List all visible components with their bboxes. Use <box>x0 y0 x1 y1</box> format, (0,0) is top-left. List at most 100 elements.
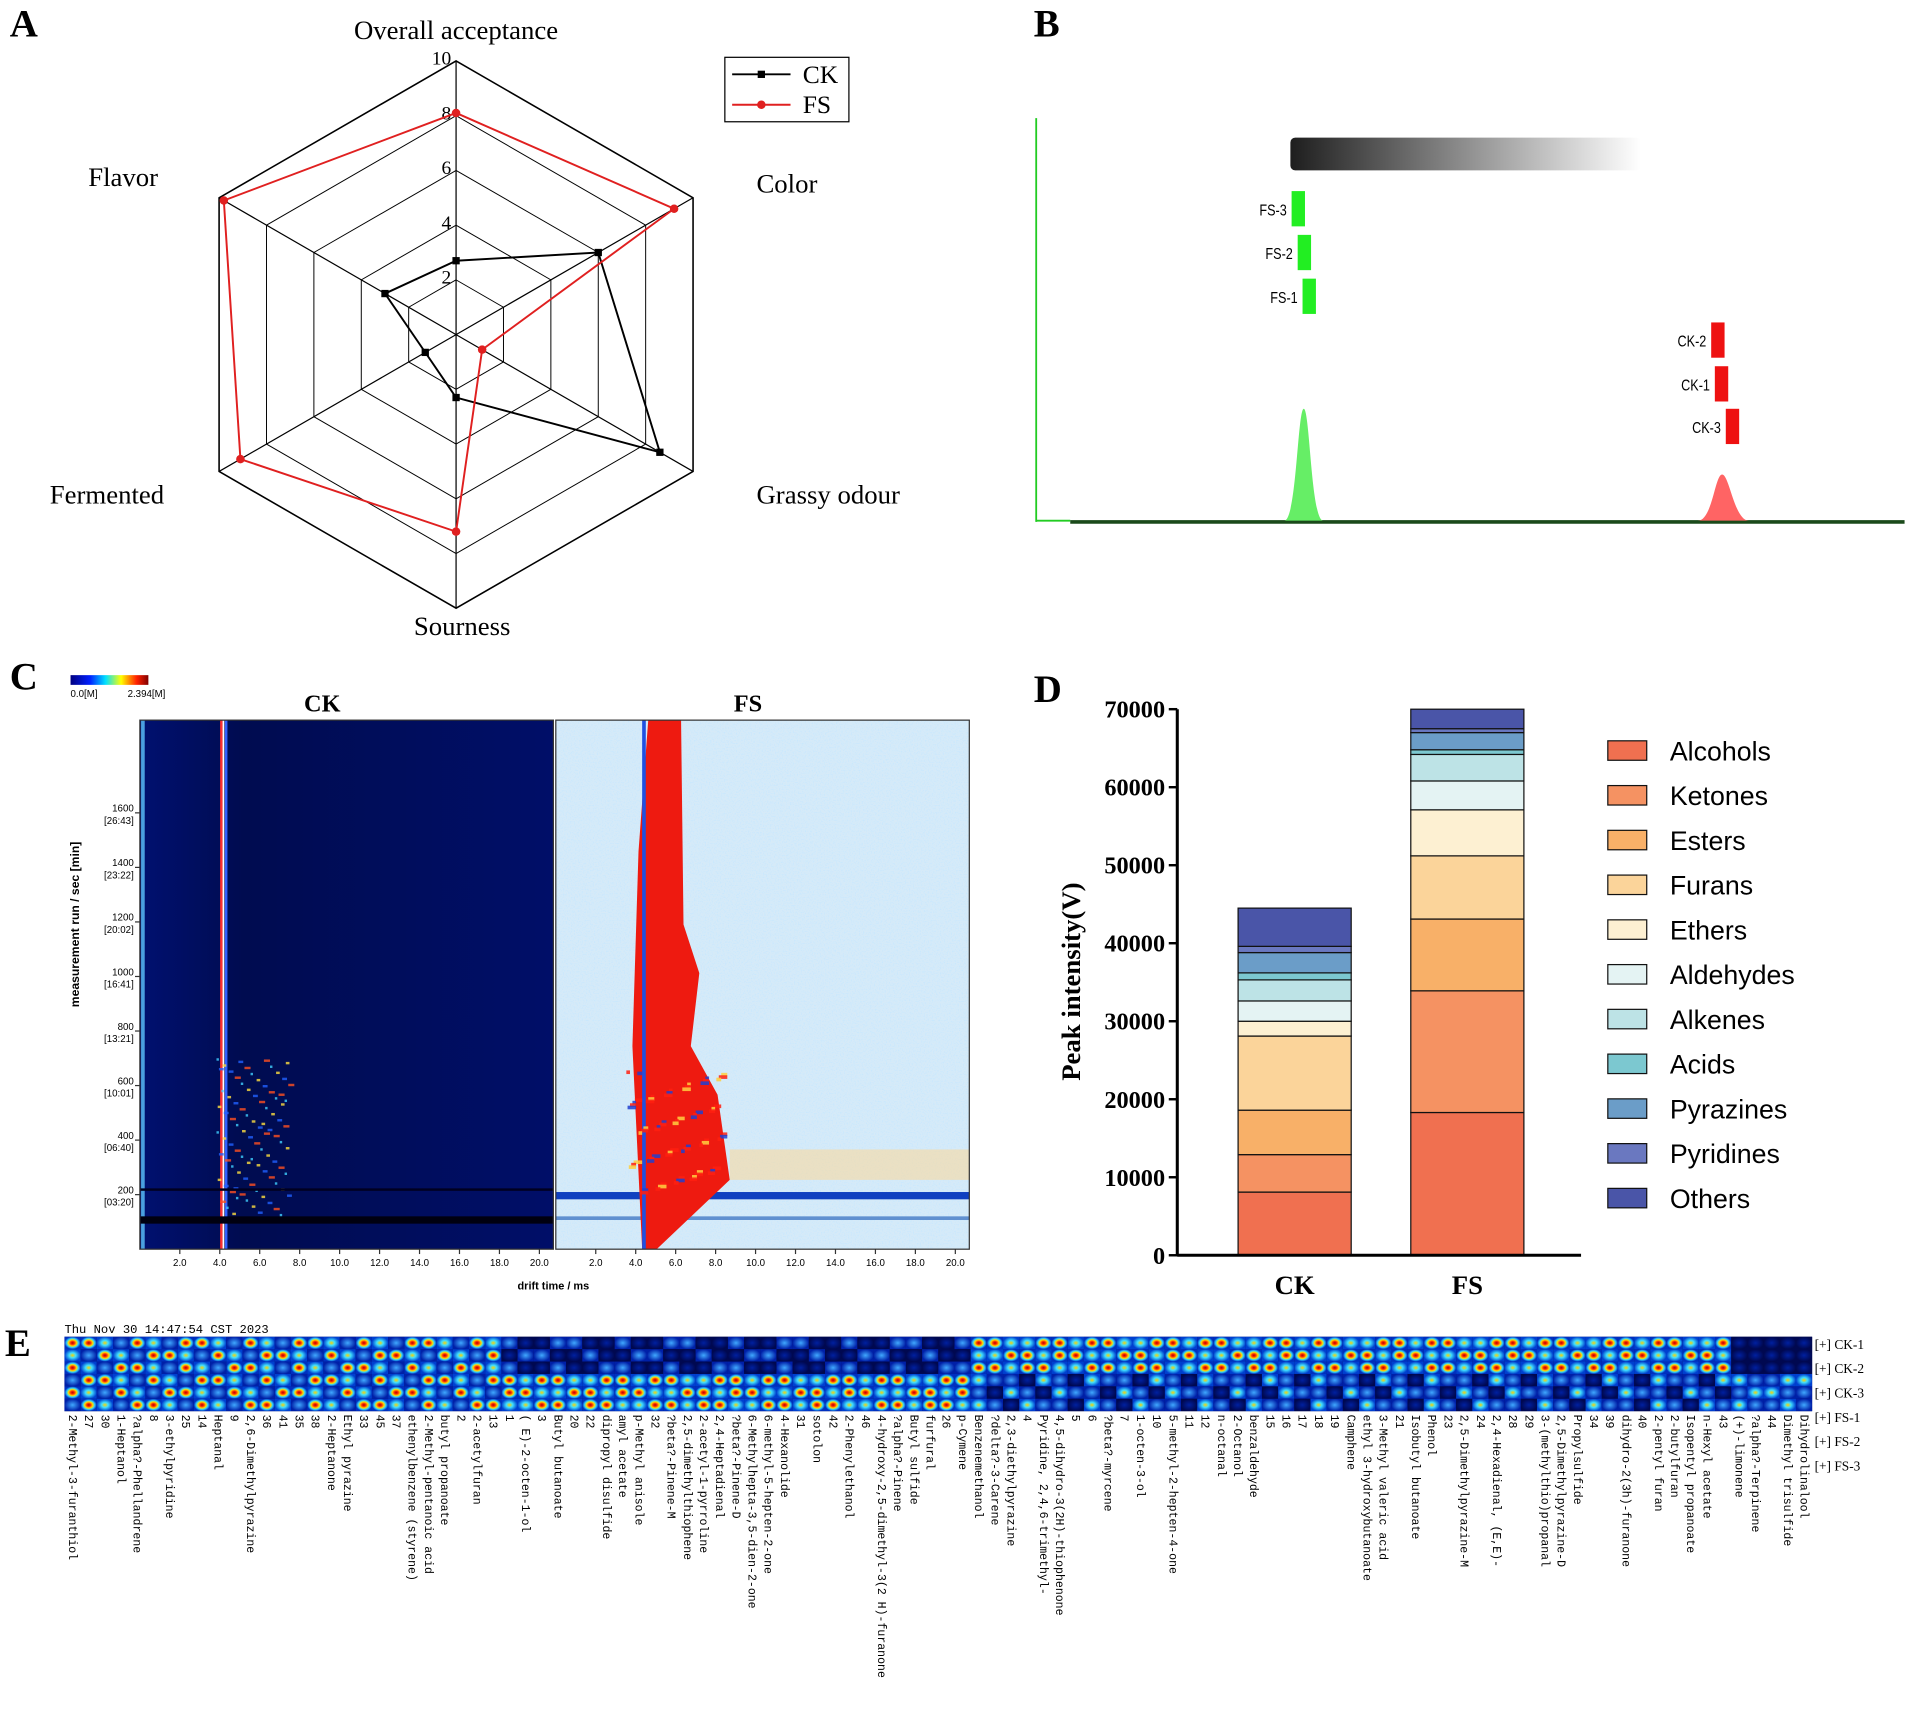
fingerprint-cell <box>452 1386 470 1399</box>
fingerprint-cell <box>1634 1349 1651 1362</box>
speckle <box>676 1178 685 1183</box>
speckle <box>280 1103 285 1106</box>
fingerprint-cell <box>1698 1336 1716 1350</box>
fingerprint-cell <box>857 1336 874 1350</box>
speckle <box>274 1097 278 1100</box>
fingerprint-cell <box>614 1349 631 1362</box>
speckle <box>710 1168 716 1173</box>
fingerprint-cell <box>825 1349 842 1362</box>
fingerprint-cell <box>1278 1398 1295 1412</box>
fingerprint-cell <box>1439 1373 1457 1387</box>
fingerprint-cell <box>1763 1373 1780 1387</box>
fingerprint-cell <box>1423 1361 1440 1374</box>
fingerprint-cell <box>339 1336 356 1350</box>
fingerprint-cell <box>1488 1336 1505 1350</box>
fingerprint-cell <box>1197 1336 1214 1350</box>
fingerprint-cell <box>1504 1398 1521 1412</box>
fingerprint-cell <box>1181 1361 1198 1374</box>
fingerprint-cell <box>986 1349 1004 1362</box>
fingerprint-cell <box>1132 1373 1149 1387</box>
fingerprint-cell <box>274 1361 292 1374</box>
fingerprint-cell <box>485 1361 502 1374</box>
fingerprint-cell <box>1083 1398 1101 1412</box>
fingerprint-cell <box>1472 1373 1489 1387</box>
fingerprint-cell <box>274 1386 292 1399</box>
y-tick-label: 800 <box>118 1022 135 1033</box>
fingerprint-cell <box>1245 1386 1262 1399</box>
fingerprint-cell <box>582 1336 599 1350</box>
fingerprint-cell <box>970 1336 987 1350</box>
speckle <box>226 1206 229 1210</box>
fingerprint-cell <box>113 1349 130 1362</box>
fingerprint-cell <box>1537 1373 1554 1387</box>
fingerprint-cell <box>1261 1349 1279 1362</box>
fingerprint-cell <box>258 1336 275 1350</box>
point <box>452 393 460 402</box>
fingerprint-cell <box>533 1398 550 1412</box>
panel-label: E <box>5 1322 31 1365</box>
fingerprint-cell <box>1261 1398 1279 1412</box>
fingerprint-cell <box>986 1361 1004 1374</box>
sample-label: CK-3 <box>1692 420 1721 438</box>
fingerprint-cell <box>1795 1398 1813 1412</box>
bar-segment <box>1410 855 1525 920</box>
y-tick-label: 1200 <box>112 913 134 924</box>
speckle <box>631 1162 637 1167</box>
speckle <box>690 1115 697 1120</box>
fingerprint-cell <box>1585 1336 1602 1350</box>
y-tick-time: [03:20] <box>104 1198 134 1209</box>
speckle <box>232 1212 236 1216</box>
speckle <box>218 1067 224 1071</box>
streak <box>224 720 228 1250</box>
column-label: ?delta?-3-Carene <box>987 1415 1000 1526</box>
y-tick-time: [16:41] <box>104 979 134 990</box>
speckle <box>218 1153 224 1156</box>
fingerprint-cell <box>1569 1336 1586 1350</box>
fingerprint-cell <box>1213 1361 1230 1374</box>
fingerprint-cell <box>1423 1373 1440 1387</box>
fingerprint-cell <box>922 1373 939 1387</box>
x-tick-label: 12.0 <box>786 1258 806 1269</box>
fingerprint-cell <box>1229 1398 1246 1412</box>
column-label: 27 <box>81 1415 94 1429</box>
fingerprint-cell <box>1359 1386 1376 1399</box>
fingerprint-cell <box>452 1349 470 1362</box>
column-label: 9 <box>227 1415 240 1422</box>
speckle <box>277 1119 283 1122</box>
fingerprint-cell <box>1132 1398 1149 1412</box>
streak <box>222 720 225 1250</box>
column-label: 36 <box>259 1415 272 1429</box>
fingerprint-cell <box>145 1386 162 1399</box>
column-label: 1 <box>502 1415 515 1422</box>
column-label: p-Methyl anisole <box>631 1415 644 1526</box>
column-label: 2-pentyl furan <box>1651 1415 1664 1512</box>
fingerprint-cell <box>727 1361 745 1374</box>
column-label: 33 <box>356 1415 369 1429</box>
legend-swatch <box>1607 1143 1648 1164</box>
fingerprint-cell <box>1439 1349 1457 1362</box>
fingerprint-cell <box>274 1349 292 1362</box>
fingerprint-cell <box>501 1361 518 1374</box>
fingerprint-cell <box>1747 1336 1764 1350</box>
fingerprint-cell <box>1035 1361 1052 1374</box>
fingerprint-cell <box>177 1361 194 1374</box>
legend-label: Others <box>1670 1184 1750 1214</box>
speckle <box>221 1089 224 1093</box>
fingerprint-cell <box>258 1361 275 1374</box>
fingerprint-cell <box>1083 1349 1101 1362</box>
fingerprint-cell <box>889 1336 906 1350</box>
speckle <box>696 1170 703 1174</box>
fingerprint-cell <box>533 1349 550 1362</box>
speckle <box>693 1112 697 1117</box>
speckle <box>231 1165 234 1168</box>
speckle <box>259 1100 266 1104</box>
fingerprint-cell <box>291 1349 308 1362</box>
fingerprint-cell <box>1181 1398 1198 1412</box>
fingerprint-cell <box>388 1349 405 1362</box>
fingerprint-cell <box>501 1349 518 1362</box>
peak <box>1697 474 1749 521</box>
sample-bar <box>1725 408 1740 445</box>
speckle <box>239 1193 246 1196</box>
y-tick-label: 600 <box>118 1076 135 1087</box>
fingerprint-cell <box>889 1361 906 1374</box>
